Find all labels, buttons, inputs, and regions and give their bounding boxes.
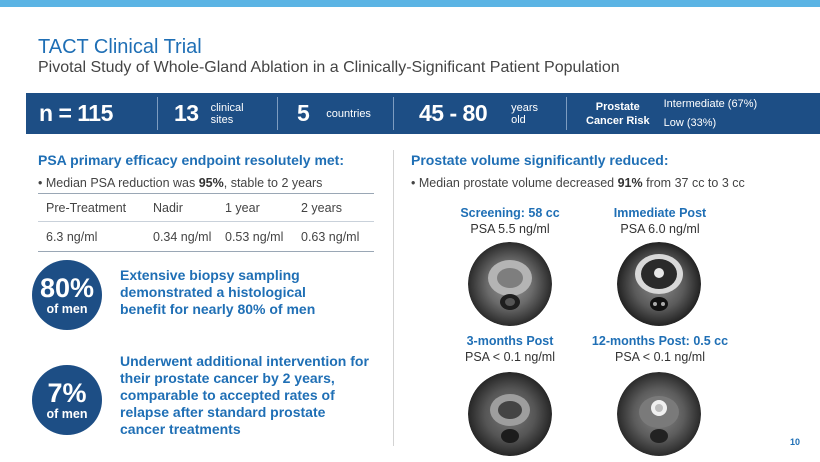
scan-12month-psa: PSA < 0.1 ng/ml <box>615 350 705 364</box>
psa-table-header-row: Pre-Treatment Nadir 1 year 2 years <box>38 193 374 222</box>
biopsy-percent: 80% <box>39 273 95 303</box>
volume-bullet-text: Median prostate volume decreased <box>418 176 618 190</box>
psa-bullet: • Median PSA reduction was 95%, stable t… <box>38 176 323 190</box>
psa-heading: PSA primary efficacy endpoint resolutely… <box>38 152 345 168</box>
volume-bullet: • Median prostate volume decreased 91% f… <box>411 176 745 190</box>
page-number: 10 <box>790 437 801 447</box>
psa-cell: 0.53 ng/ml <box>217 221 293 252</box>
stat-risk-label: Prostate Cancer Risk <box>586 100 650 128</box>
stat-countries: 5 countries <box>297 93 371 134</box>
stat-risk-intermediate: Intermediate (67%) <box>663 97 758 110</box>
volume-bullet-bold: 91% <box>617 176 643 190</box>
intervention-of-men: of men <box>46 407 88 421</box>
scan-immediate-psa: PSA 6.0 ng/ml <box>620 222 700 236</box>
biopsy-of-men: of men <box>46 302 88 316</box>
stat-sites-value: 13 <box>174 100 199 126</box>
volume-heading: Prostate volume significantly reduced: <box>411 152 669 168</box>
stats-divider <box>566 97 567 130</box>
slide-subtitle: Pivotal Study of Whole-Gland Ablation in… <box>38 59 620 76</box>
psa-table-row: 6.3 ng/ml 0.34 ng/ml 0.53 ng/ml 0.63 ng/… <box>38 221 374 252</box>
psa-bullet-text: Median PSA reduction was <box>45 176 199 190</box>
stat-age-value: 45 - 80 <box>419 100 488 126</box>
mri-scan-3month <box>468 372 552 456</box>
stat-risk-label-line2: Cancer Risk <box>586 114 650 127</box>
top-accent-bar <box>0 0 820 7</box>
stat-sites-label: clinical sites <box>211 102 244 126</box>
biopsy-stat-circle: 80% of men <box>32 260 102 330</box>
psa-table: Pre-Treatment Nadir 1 year 2 years 6.3 n… <box>38 193 374 252</box>
psa-col-header: 1 year <box>217 193 293 222</box>
scan-screening-psa: PSA 5.5 ng/ml <box>470 222 550 236</box>
slide-title: TACT Clinical Trial <box>38 36 202 58</box>
psa-col-header: Nadir <box>145 193 217 222</box>
stat-sites-label-line2: sites <box>210 113 234 126</box>
stat-age-label-line1: years <box>511 101 539 114</box>
stats-divider <box>277 97 278 130</box>
stat-risk: Prostate Cancer Risk Intermediate (67%) … <box>586 93 757 134</box>
mri-scan-immediate <box>617 242 701 326</box>
intervention-stat-circle: 7% of men <box>32 365 102 435</box>
scan-12month-title: 12-months Post: 0.5 cc <box>591 334 729 348</box>
scan-screening-title: Screening: 58 cc <box>460 206 560 220</box>
scan-3month-psa: PSA < 0.1 ng/ml <box>465 350 555 364</box>
mri-scan-screening <box>468 242 552 326</box>
psa-col-header: 2 years <box>293 193 374 222</box>
scan-3month-title: 3-months Post <box>466 334 554 348</box>
psa-cell: 6.3 ng/ml <box>38 221 145 252</box>
stat-countries-value: 5 <box>297 100 310 126</box>
volume-bullet-text-end: from 37 cc to 3 cc <box>642 176 745 190</box>
stats-bar: n = 115 13 clinical sites 5 countries 45… <box>26 93 820 134</box>
stat-age-label: years old <box>511 102 538 126</box>
stat-countries-label: countries <box>326 107 371 120</box>
stats-divider <box>393 97 394 130</box>
biopsy-text: Extensive biopsy sampling demonstrated a… <box>120 267 316 317</box>
stat-n: n = 115 <box>39 93 113 134</box>
psa-bullet-bold: 95% <box>198 176 224 190</box>
psa-cell: 0.34 ng/ml <box>145 221 217 252</box>
intervention-percent: 7% <box>47 378 87 408</box>
stats-divider <box>157 97 158 130</box>
stat-sites: 13 clinical sites <box>174 93 244 134</box>
mri-scan-12month <box>617 372 701 456</box>
psa-cell: 0.63 ng/ml <box>293 221 374 252</box>
stat-risk-breakdown: Intermediate (67%) Low (33%) <box>664 95 758 133</box>
scan-immediate-title: Immediate Post <box>613 206 707 220</box>
stat-risk-label-line1: Prostate <box>595 100 640 113</box>
stat-sites-label-line1: clinical <box>210 101 244 114</box>
stat-age-label-line2: old <box>511 113 526 126</box>
psa-col-header: Pre-Treatment <box>38 193 145 222</box>
column-divider <box>393 150 394 446</box>
psa-bullet-text-end: , stable to 2 years <box>223 176 323 190</box>
stat-age: 45 - 80 years old <box>419 93 538 134</box>
stat-n-value: n = 115 <box>39 100 113 126</box>
stat-risk-low: Low (33%) <box>663 116 717 129</box>
intervention-text: Underwent additional intervention for th… <box>120 353 369 437</box>
